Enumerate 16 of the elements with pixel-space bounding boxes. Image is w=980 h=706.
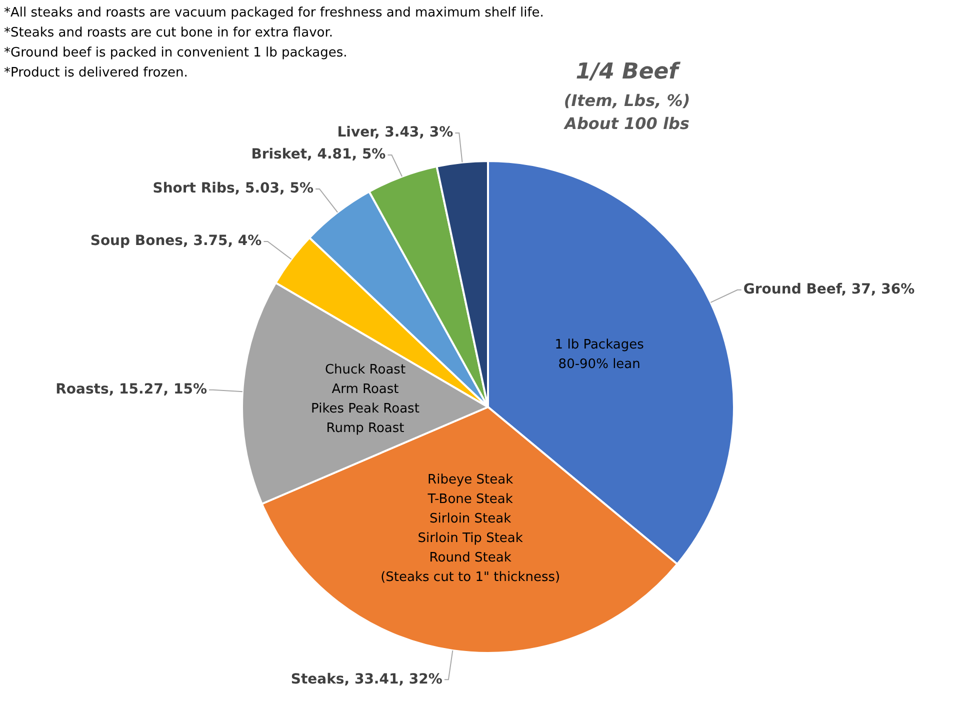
- text: *Ground beef is packed in convenient 1 lb packages.: [4, 45, 348, 60]
- text: 1 lb Packages 80-90% lean: [554, 337, 644, 372]
- slice-label: Short Ribs, 5.03, 5%: [152, 180, 314, 197]
- slice-label: Brisket, 4.81, 5%: [251, 146, 386, 163]
- text: Ribeye Steak T-Bone Steak Sirloin Steak Sirloin Tip Steak Round Steak (Steaks cut to 1" thickness): [380, 472, 560, 585]
- slice-label: Soup Bones, 3.75, 4%: [90, 233, 262, 250]
- chart-subtitle: (Item, Lbs, %) About 100 lbs: [562, 91, 690, 134]
- text: *Steaks and roasts are cut bone in for extra flavor.: [4, 25, 334, 40]
- slice-label: Ground Beef, 37, 36%: [743, 282, 915, 298]
- text: *Product is delivered frozen.: [4, 65, 188, 80]
- text: Chuck Roast Arm Roast Pikes Peak Roast Rump Roast: [311, 362, 420, 436]
- text: *All steaks and roasts are vacuum packaged for freshness and maximum shelf life.: [4, 5, 544, 20]
- chart-title: 1/4 Beef: [576, 60, 681, 85]
- slice-label: Liver, 3.43, 3%: [337, 124, 454, 141]
- slice-label: Steaks, 33.41, 32%: [290, 671, 442, 688]
- slice-label: Roasts, 15.27, 15%: [56, 381, 208, 398]
